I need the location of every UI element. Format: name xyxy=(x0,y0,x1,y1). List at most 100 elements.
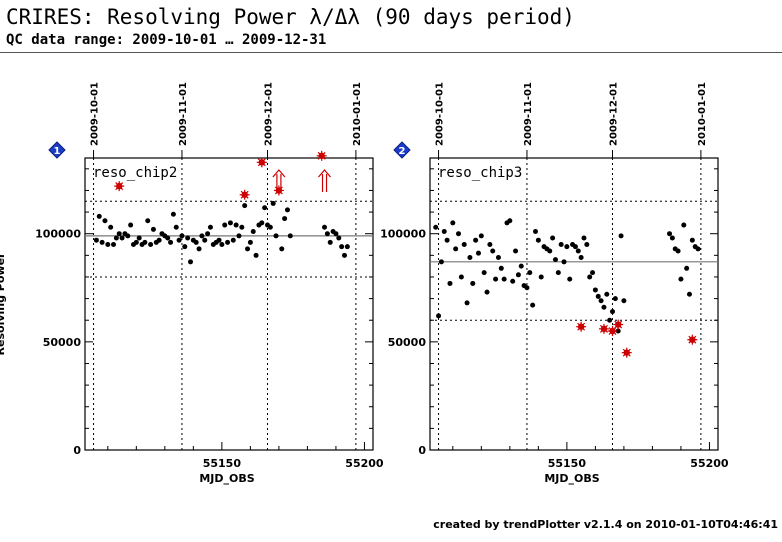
footer-credit: created by trendPlotter v2.1.4 on 2010-0… xyxy=(433,518,778,531)
data-point xyxy=(336,235,342,241)
data-point xyxy=(185,235,191,241)
data-point xyxy=(236,233,242,239)
data-point xyxy=(513,248,519,254)
data-point xyxy=(552,257,558,263)
data-point xyxy=(205,231,211,237)
outlier-ray xyxy=(317,151,326,160)
data-point xyxy=(464,300,470,306)
data-point xyxy=(133,239,139,245)
data-point xyxy=(524,285,530,291)
x-tick-label: 55150 xyxy=(548,457,587,470)
data-point xyxy=(487,242,493,248)
data-point xyxy=(267,224,273,230)
y-tick-label: 50000 xyxy=(43,336,82,349)
y-tick-label: 50000 xyxy=(388,336,427,349)
data-point xyxy=(604,291,610,297)
data-point xyxy=(279,246,285,252)
data-point xyxy=(675,248,681,254)
data-point xyxy=(119,235,125,241)
date-tick-label: 2009-12-01 xyxy=(263,82,274,146)
data-point xyxy=(230,237,236,243)
data-point xyxy=(333,231,339,237)
data-point xyxy=(572,244,578,250)
x-axis-label: MJD_OBS xyxy=(199,472,254,485)
date-tick-label: 2009-12-01 xyxy=(608,82,619,146)
data-point xyxy=(458,274,464,280)
outlier-ray xyxy=(688,335,697,344)
data-point xyxy=(538,274,544,280)
outlier-point xyxy=(316,150,327,161)
data-point xyxy=(156,237,162,243)
data-point xyxy=(284,207,290,213)
data-point xyxy=(102,218,108,224)
data-point xyxy=(555,270,561,276)
data-point xyxy=(105,242,111,248)
plot-frame xyxy=(84,157,374,451)
data-point xyxy=(527,270,533,276)
data-point xyxy=(567,276,573,282)
outlier-ray xyxy=(577,322,586,331)
data-point xyxy=(484,289,490,295)
y-tick-label: 0 xyxy=(418,444,426,457)
outlier-point xyxy=(607,326,618,337)
x-axis-label: MJD_OBS xyxy=(544,472,599,485)
data-point xyxy=(165,235,171,241)
outlier-point xyxy=(273,185,284,196)
data-point xyxy=(96,213,102,219)
data-point xyxy=(111,242,117,248)
data-point xyxy=(327,239,333,245)
data-point xyxy=(253,252,259,258)
data-point xyxy=(436,313,442,319)
data-point xyxy=(533,229,539,235)
data-point xyxy=(270,200,276,206)
data-point xyxy=(188,259,194,265)
data-point xyxy=(461,242,467,248)
outlier-point xyxy=(621,347,632,358)
data-point xyxy=(547,248,553,254)
data-point xyxy=(607,317,613,323)
data-point xyxy=(507,218,513,224)
data-point xyxy=(196,246,202,252)
data-point xyxy=(609,309,615,315)
y-tick-label: 0 xyxy=(73,444,81,457)
x-tick-label: 55200 xyxy=(345,457,384,470)
data-point xyxy=(575,248,581,254)
badge-diamond-icon xyxy=(393,141,411,159)
data-point xyxy=(438,259,444,265)
outlier-point xyxy=(576,321,587,332)
data-point xyxy=(447,280,453,286)
date-tick-label: 2009-10-01 xyxy=(435,82,446,146)
data-point xyxy=(225,239,231,245)
date-tick-label: 2010-01-01 xyxy=(352,82,363,146)
date-tick-label: 2010-01-01 xyxy=(697,82,708,146)
data-point xyxy=(242,203,248,209)
date-tick-label: 2009-11-01 xyxy=(523,82,534,146)
y-axis-label: Resolving Power xyxy=(0,252,7,356)
data-point xyxy=(470,280,476,286)
data-point xyxy=(493,276,499,282)
data-point xyxy=(145,218,151,224)
data-point xyxy=(113,235,119,241)
data-point xyxy=(170,211,176,217)
data-point xyxy=(510,278,516,284)
data-point xyxy=(612,296,618,302)
data-point xyxy=(148,242,154,248)
data-point xyxy=(250,229,256,235)
data-point xyxy=(441,229,447,235)
data-point xyxy=(518,263,524,269)
data-point xyxy=(667,231,673,237)
badge-diamond-icon xyxy=(48,141,66,159)
data-point xyxy=(136,235,142,241)
data-point xyxy=(686,291,692,297)
data-point xyxy=(344,244,350,250)
outlier-ray xyxy=(608,327,617,335)
data-point xyxy=(341,252,347,258)
data-point xyxy=(259,220,265,226)
data-point xyxy=(216,237,222,243)
data-point xyxy=(324,231,330,237)
data-point xyxy=(339,244,345,250)
data-point xyxy=(601,304,607,310)
data-point xyxy=(495,254,501,260)
outlier-ray xyxy=(622,348,631,357)
data-point xyxy=(233,222,239,228)
